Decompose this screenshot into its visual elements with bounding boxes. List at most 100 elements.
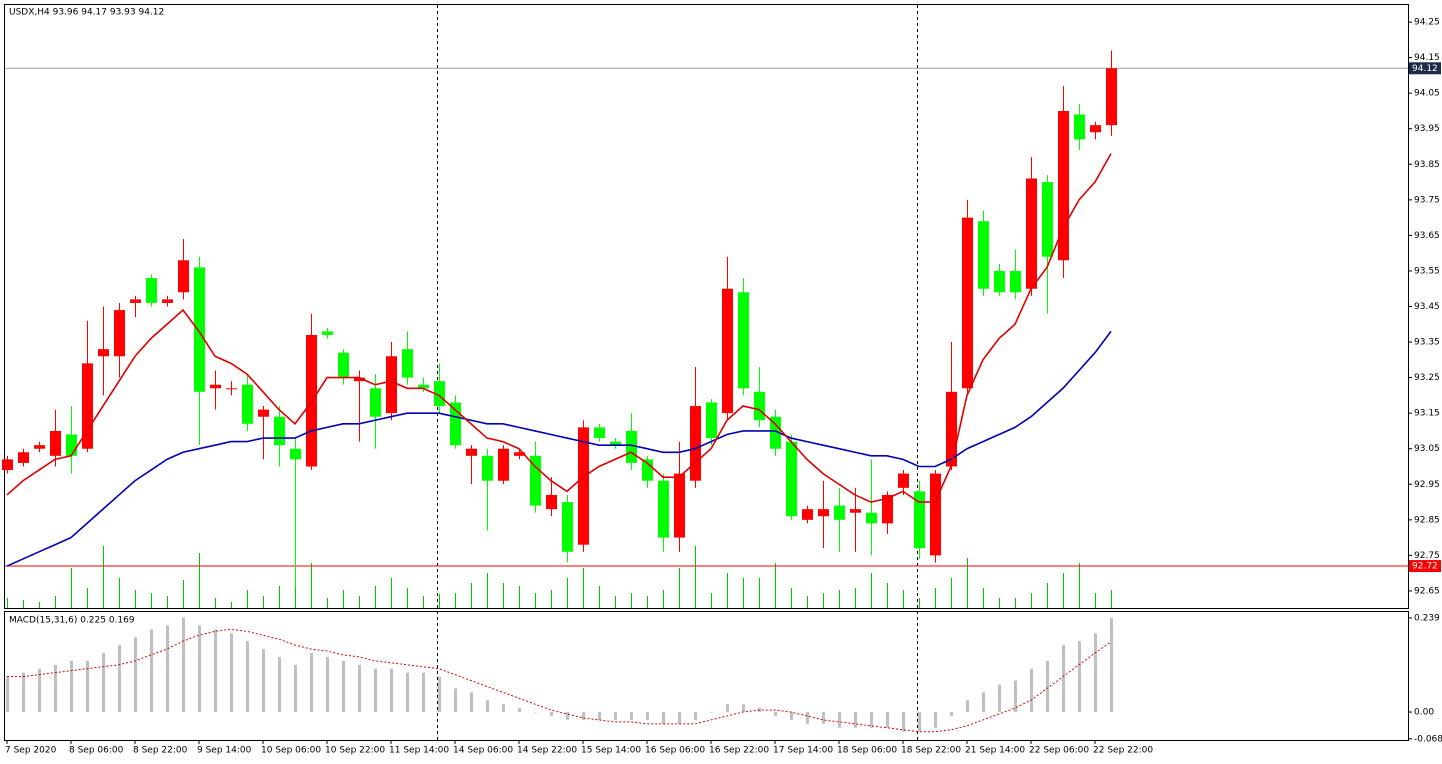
ma-slow [6,330,1112,567]
candle-body [978,221,989,289]
macd-bar [614,712,617,720]
macd-bar [182,617,185,713]
macd-bar [694,712,697,720]
candle-body [834,505,845,520]
macd-bar [502,704,505,713]
x-tick-label: 16 Sep 06:00 [645,746,705,756]
candle-body [946,391,957,467]
macd-bar [662,712,665,724]
candle-body [466,448,477,456]
macd-bar [70,660,73,713]
macd-bar [86,660,89,713]
y-tick-label: 92.85 [1414,515,1440,525]
macd-bar [518,708,521,713]
ma-fast [6,153,1112,503]
candle-body [386,356,397,414]
macd-bar [38,668,41,713]
macd-bar [774,712,777,716]
candle-body [546,494,557,510]
macd-bar [1094,633,1097,713]
candle-body [82,363,93,449]
main-frame [4,4,1409,609]
candle-body [290,448,301,460]
candle-body [882,494,893,524]
candle-body [866,512,877,524]
macd-bar [870,712,873,728]
macd-bar [214,629,217,713]
candle-body [2,459,13,471]
macd-bar [598,712,601,720]
candle-body [322,331,333,335]
candle-body [626,430,637,463]
y-tick-label: 93.75 [1414,195,1440,205]
macd-bar [54,664,57,713]
x-tick-label: 7 Sep 2020 [5,746,57,756]
x-tick-label: 21 Sep 14:00 [965,746,1025,756]
y-tick-label: 93.65 [1414,231,1440,241]
macd-bar [902,712,905,732]
macd-bar [166,625,169,713]
candle-body [210,384,221,389]
candle-body [1042,182,1053,257]
macd-frame [4,611,1409,741]
macd-bar [1030,668,1033,713]
macd-bar [566,712,569,720]
price-line-box [1409,560,1441,573]
y-tick-label: 93.55 [1414,266,1440,276]
candle-body [130,299,141,303]
x-tick-label: 18 Sep 22:00 [901,746,961,756]
macd-bar [326,656,329,713]
macd-bar [6,676,9,713]
candle-body [482,455,493,481]
macd-bar [822,712,825,724]
macd-bar [1078,641,1081,713]
macd-bar [630,712,633,720]
y-tick-label: 94.05 [1414,89,1440,99]
candle-body [674,473,685,538]
x-tick-label: 17 Sep 14:00 [773,746,833,756]
macd-bar [1110,617,1113,713]
candle-body [34,445,45,449]
candle-body [1106,68,1117,126]
macd-bar [310,652,313,713]
candle-body [434,381,445,407]
y-tick-label: 93.25 [1414,373,1440,383]
y-tick-label: 94.15 [1414,53,1440,63]
candle-body [738,292,749,389]
candle-body [418,384,429,389]
y-tick-label: 94.25 [1414,18,1440,28]
y-tick-label: 92.75 [1414,551,1440,561]
y-tick-label: 93.45 [1414,302,1440,312]
macd-bar [470,692,473,713]
x-tick-label: 10 Sep 22:00 [325,746,385,756]
macd-bar [854,712,857,728]
macd-bar [982,692,985,713]
macd-bar [422,672,425,713]
y-tick-label: 92.95 [1414,480,1440,490]
y-tick-label: 93.15 [1414,409,1440,419]
macd-bar [966,700,969,713]
candle-body [818,509,829,517]
macd-bar [150,629,153,713]
candle-body [1090,125,1101,133]
candle-body [754,391,765,421]
x-tick-label: 14 Sep 06:00 [453,746,513,756]
x-tick-label: 16 Sep 22:00 [709,746,769,756]
candle-body [354,377,365,382]
candle-body [66,434,77,456]
macd-bar [358,664,361,713]
candle-body [562,502,573,552]
candle-body [1058,110,1069,261]
y-tick-label: 93.85 [1414,160,1440,170]
macd-bar [790,712,793,720]
header: USDX,H4 93.96 94.17 93.93 94.12 [9,8,164,18]
candle-body [274,416,285,446]
candle-body [706,402,717,439]
candle-body [114,310,125,357]
macd-bar [262,649,265,713]
candle-body [770,416,781,449]
candle-body [722,288,733,414]
x-tick-label: 15 Sep 14:00 [581,746,641,756]
